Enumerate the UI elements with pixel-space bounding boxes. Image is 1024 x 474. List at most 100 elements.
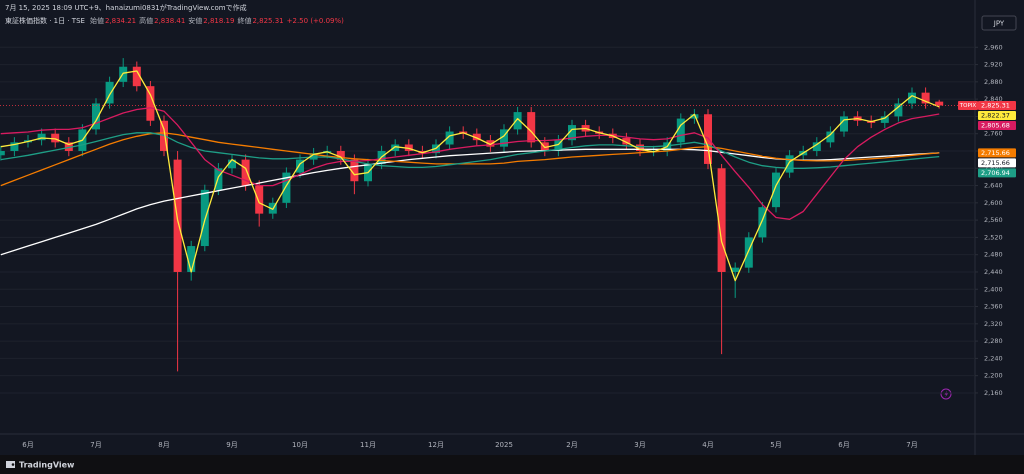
footer-bar: [0, 455, 1024, 474]
logo-dot: [11, 463, 15, 466]
x-tick-label: 7月: [906, 441, 917, 449]
candle-body: [554, 140, 563, 151]
candle-body: [0, 150, 5, 156]
candle-body: [10, 142, 19, 151]
x-tick-label: 8月: [158, 441, 169, 449]
candle-body: [840, 116, 848, 132]
candle-body: [935, 101, 944, 106]
candle-body: [282, 172, 291, 203]
candle-body: [486, 140, 495, 147]
candle-body: [105, 81, 114, 104]
price-tag: [978, 158, 1016, 168]
y-tick-label: 2,160: [984, 389, 1003, 397]
ma-line: [0, 132, 940, 169]
price-tag-label: 2,706.94: [981, 169, 1010, 177]
x-tick-label: 3月: [634, 441, 645, 449]
legend-row: 東証株価指数 · 1日 · TSE 始値 2,834.21 高値 2,838.41 安値 2…: [5, 16, 344, 25]
x-tick-label: 11月: [360, 441, 376, 449]
ohlc-value: 2,834.21: [105, 17, 136, 25]
price-tag-label: 2,715.66: [981, 149, 1010, 157]
currency-label[interactable]: JPY: [993, 20, 1005, 28]
price-tag: [978, 120, 1016, 130]
symbol-tag: [958, 100, 978, 110]
y-tick-label: 2,440: [984, 268, 1003, 276]
created-caption: 7月 15, 2025 18:09 UTC+9、hanaizumi0831がTr…: [5, 3, 247, 12]
candle-body: [636, 144, 644, 151]
x-tick-label: 10月: [292, 441, 308, 449]
footer-brand: TradingView: [19, 461, 75, 470]
price-tag-label: 2,825.31: [981, 101, 1010, 109]
candle-body: [744, 237, 753, 268]
y-tick-label: 2,560: [984, 216, 1003, 224]
currency-button[interactable]: [981, 15, 1017, 31]
candle-body: [758, 207, 767, 238]
candle-body: [731, 267, 740, 272]
candle-body: [350, 159, 359, 182]
candle-body: [472, 133, 481, 141]
ma-line: [0, 107, 940, 220]
x-tick-label: 2025: [495, 441, 513, 449]
y-tick-label: 2,360: [984, 303, 1003, 311]
y-tick-label: 2,640: [984, 182, 1003, 190]
candle-body: [826, 131, 835, 143]
candle-body: [704, 114, 712, 164]
y-tick-label: 2,920: [984, 61, 1003, 69]
x-tick-label: 4月: [702, 441, 713, 449]
candle-body: [228, 159, 236, 169]
y-tick-label: 2,840: [984, 95, 1003, 103]
y-tick-label: 2,200: [984, 372, 1003, 380]
logo-mark: [6, 461, 15, 468]
ohlc-label: 安値: [188, 16, 202, 25]
candle-body: [92, 103, 100, 130]
symbol-tag-label: TOPIX: [959, 103, 977, 109]
y-tick-label: 2,520: [984, 233, 1003, 241]
y-tick-label: 2,240: [984, 354, 1003, 362]
candle-body: [513, 112, 522, 130]
x-tick-label: 5月: [770, 441, 781, 449]
candle-body: [908, 92, 916, 104]
candle-body: [51, 133, 60, 143]
price-tag: [978, 168, 1016, 178]
y-tick-label: 2,680: [984, 164, 1003, 172]
candle-body: [622, 138, 631, 145]
y-tick-label: 2,280: [984, 337, 1003, 345]
y-tick-label: 2,760: [984, 130, 1003, 138]
candle-body: [404, 144, 413, 151]
candle-body: [500, 129, 508, 147]
alert-bolt: [944, 390, 948, 398]
grid: [0, 46, 975, 394]
candle-body: [241, 159, 250, 186]
change-value: +2.50 (+0.09%): [287, 17, 345, 25]
candle-body: [772, 172, 780, 208]
candle-body: [255, 185, 264, 214]
x-tick-label: 2月: [566, 441, 577, 449]
ohlc-label: 終値: [237, 16, 251, 25]
y-tick-label: 2,960: [984, 43, 1003, 51]
ohlc-label: 始値: [90, 16, 104, 25]
x-tick-label: 7月: [90, 441, 101, 449]
ma-line: [0, 132, 940, 187]
candle-body: [391, 144, 400, 151]
candle-body: [214, 168, 223, 190]
x-tick-label: 6月: [838, 441, 849, 449]
candle-body: [527, 112, 536, 143]
y-tick-label: 2,880: [984, 78, 1003, 86]
candle-body: [146, 86, 155, 121]
ohlc-value: 2,825.31: [252, 17, 283, 25]
y-tick-label: 2,400: [984, 285, 1003, 293]
candle-body: [37, 133, 46, 141]
y-tick-label: 2,480: [984, 251, 1003, 259]
alert-icon[interactable]: [940, 388, 952, 400]
x-tick-label: 12月: [428, 441, 444, 449]
ma-line: [0, 70, 940, 282]
price-tag: [978, 110, 1016, 120]
x-tick-label: 6月: [22, 441, 33, 449]
x-tick-label: 9月: [226, 441, 237, 449]
candle-body: [921, 92, 930, 104]
ohlc-value: 2,838.41: [154, 17, 185, 25]
candle-body: [676, 118, 685, 143]
candle-body: [187, 246, 196, 272]
candle-body: [296, 159, 304, 173]
